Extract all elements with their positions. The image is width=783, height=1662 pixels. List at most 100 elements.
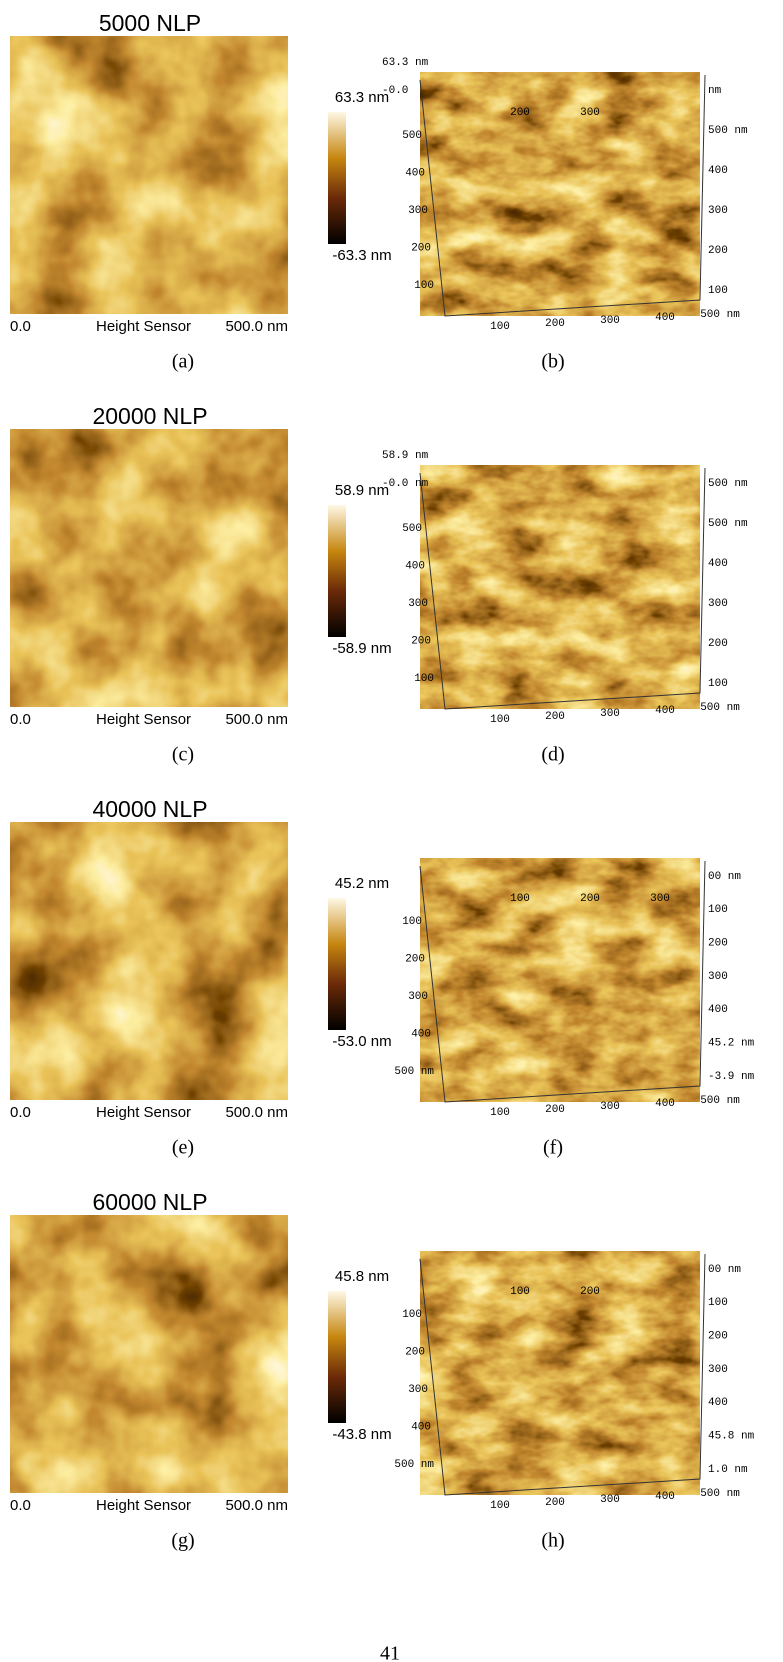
axis-start: 0.0 xyxy=(10,1104,31,1121)
surface-tick: 100 xyxy=(708,904,728,916)
color-bar xyxy=(328,1291,346,1423)
scale-max: 45.2 nm xyxy=(335,875,389,892)
surface-tick: 500 nm xyxy=(700,702,740,714)
surface-tick: 400 xyxy=(655,312,675,324)
surface-tick: 500 nm xyxy=(708,478,748,490)
axis-name: Height Sensor xyxy=(96,1497,191,1514)
axis-end: 500.0 nm xyxy=(225,711,288,728)
surface-tick: 300 xyxy=(708,205,728,217)
surface-tick: 100 xyxy=(708,285,728,297)
surface-tick: 200 xyxy=(580,893,600,905)
surface-tick: 45.2 nm xyxy=(708,1038,755,1050)
surface-tick: 200 xyxy=(405,953,425,965)
axis-end: 500.0 nm xyxy=(225,318,288,335)
scale-max: 63.3 nm xyxy=(335,89,389,106)
caption: (b) xyxy=(541,351,564,373)
surface-tick: 100 xyxy=(414,280,434,292)
surface-tick: 500 xyxy=(402,523,422,535)
afm-image xyxy=(10,429,288,707)
panel-title: 20000 NLP xyxy=(92,403,207,429)
axis-end: 500.0 nm xyxy=(225,1497,288,1514)
surface-tick: 200 xyxy=(580,1286,600,1298)
panel-title: 60000 NLP xyxy=(92,1189,207,1215)
surface-tick: 300 xyxy=(408,598,428,610)
surface-tick: 200 xyxy=(411,635,431,647)
surface-3d xyxy=(420,72,700,316)
caption: (h) xyxy=(541,1530,564,1552)
surface-tick: 100 xyxy=(402,1309,422,1321)
surface-tick: 400 xyxy=(655,1098,675,1110)
axis-end: 500.0 nm xyxy=(225,1104,288,1121)
surface-3d xyxy=(420,1251,700,1495)
surface-tick: 300 xyxy=(708,971,728,983)
surface-tick: 200 xyxy=(708,638,728,650)
surface-tick: 500 nm xyxy=(394,1459,434,1471)
surface-tick: 300 xyxy=(600,1494,620,1506)
scale-min: -63.3 nm xyxy=(332,247,391,264)
caption: (a) xyxy=(172,351,194,373)
surface-tick: -3.9 nm xyxy=(708,1071,755,1083)
color-bar xyxy=(328,112,346,244)
surface-tick: 400 xyxy=(708,558,728,570)
surface-tick: 300 xyxy=(408,205,428,217)
page-number: 41 xyxy=(380,1643,400,1662)
surface-tick: 1.0 nm xyxy=(708,1464,748,1476)
caption: (e) xyxy=(172,1137,194,1159)
surface-tick: 200 xyxy=(545,318,565,330)
surface-tick: 300 xyxy=(600,1101,620,1113)
axis-frame xyxy=(419,860,706,1103)
surface-tick: 100 xyxy=(490,1500,510,1512)
axis-frame xyxy=(419,74,706,317)
afm-image xyxy=(10,1215,288,1493)
caption: (g) xyxy=(171,1530,194,1552)
surface-tick: 100 xyxy=(490,321,510,333)
axis-start: 0.0 xyxy=(10,711,31,728)
scale-min: -53.0 nm xyxy=(332,1033,391,1050)
color-bar xyxy=(328,898,346,1030)
surface-tick: nm xyxy=(708,85,722,97)
surface-tick: 400 xyxy=(405,167,425,179)
panel-title: 5000 NLP xyxy=(99,10,201,36)
surface-tick: 400 xyxy=(655,705,675,717)
surface-tick: 400 xyxy=(708,1397,728,1409)
z-max: 58.9 nm xyxy=(382,450,429,462)
surface-tick: 100 xyxy=(708,678,728,690)
surface-tick: 200 xyxy=(405,1346,425,1358)
surface-tick: 300 xyxy=(708,1364,728,1376)
surface-tick: 500 nm xyxy=(708,518,748,530)
surface-tick: 300 xyxy=(600,315,620,327)
surface-tick: 300 xyxy=(600,708,620,720)
axis-frame xyxy=(419,1253,706,1496)
surface-3d xyxy=(420,858,700,1102)
surface-tick: 200 xyxy=(708,938,728,950)
axis-frame xyxy=(419,467,706,710)
surface-tick: 400 xyxy=(708,165,728,177)
surface-tick: 300 xyxy=(708,598,728,610)
surface-tick: 500 nm xyxy=(700,1095,740,1107)
scale-min: -43.8 nm xyxy=(332,1426,391,1443)
surface-tick: 300 xyxy=(408,1384,428,1396)
surface-tick: 100 xyxy=(708,1297,728,1309)
surface-tick: 200 xyxy=(708,1331,728,1343)
panel-title: 40000 NLP xyxy=(92,796,207,822)
surface-tick: 100 xyxy=(510,893,530,905)
scale-min: -58.9 nm xyxy=(332,640,391,657)
z-min: -0.0 nm xyxy=(382,478,429,490)
surface-tick: 200 xyxy=(545,1104,565,1116)
surface-tick: 100 xyxy=(490,1107,510,1119)
surface-3d xyxy=(420,465,700,709)
surface-tick: 500 nm xyxy=(700,1488,740,1500)
surface-tick: 200 xyxy=(510,107,530,119)
axis-name: Height Sensor xyxy=(96,1104,191,1121)
surface-tick: 200 xyxy=(545,711,565,723)
surface-tick: 00 nm xyxy=(708,871,741,883)
axis-name: Height Sensor xyxy=(96,318,191,335)
surface-tick: 400 xyxy=(655,1491,675,1503)
surface-tick: 300 xyxy=(580,107,600,119)
axis-start: 0.0 xyxy=(10,1497,31,1514)
surface-tick: 400 xyxy=(411,1028,431,1040)
z-min: -0.0 xyxy=(382,85,408,97)
caption: (c) xyxy=(172,744,194,766)
surface-tick: 500 nm xyxy=(700,309,740,321)
surface-tick: 100 xyxy=(510,1286,530,1298)
